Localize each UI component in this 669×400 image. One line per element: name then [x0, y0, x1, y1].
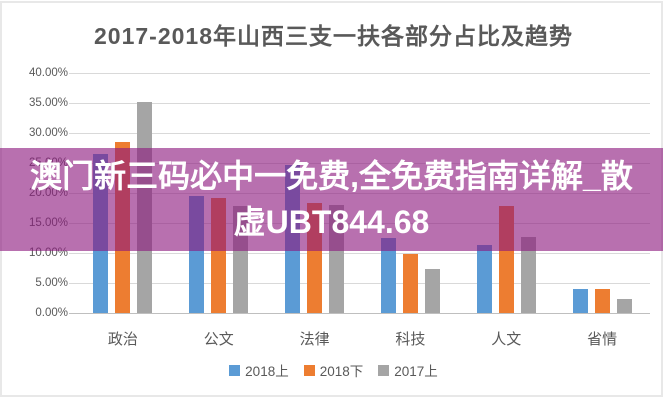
x-tick-label: 法律: [299, 331, 330, 348]
y-tick-label: 0.00%: [35, 307, 68, 319]
legend-swatch-icon: [378, 364, 390, 376]
ad-banner-line1: 澳门新三码必中一免费,全免费指南详解_散: [30, 158, 633, 195]
x-tick-label: 政治: [107, 331, 138, 348]
y-tick-label: 35.00%: [28, 97, 68, 109]
bar-group: [572, 289, 632, 313]
x-tick-label: 科技: [395, 331, 426, 348]
legend-item-2018下[interactable]: 2018下: [303, 360, 364, 380]
gridline: [69, 283, 650, 284]
legend-swatch-icon: [229, 364, 241, 376]
bar-2018上: [572, 289, 588, 313]
ad-banner-line2: 虚UBT844.68: [233, 203, 430, 240]
bar-2018下: [402, 254, 418, 313]
ad-banner-overlay[interactable]: 澳门新三码必中一免费,全免费指南详解_散 虚UBT844.68: [0, 148, 663, 251]
gridline: [69, 103, 650, 104]
x-tick-label: 省情: [587, 331, 618, 348]
legend-label: 2018下: [319, 364, 364, 379]
bar-2018上: [380, 238, 396, 313]
legend-label: 2018上: [245, 364, 289, 379]
x-axis-line: [69, 313, 650, 314]
bar-2018上: [476, 244, 492, 313]
legend-swatch-icon: [303, 364, 315, 376]
chart-legend: 2018上 2018下 2017上: [2, 360, 665, 380]
chart-title: 2017-2018年山西三支一扶各部分占比及趋势: [94, 23, 573, 49]
gridline: [69, 133, 650, 134]
legend-label: 2017上: [394, 364, 438, 379]
gridline: [69, 253, 650, 254]
legend-item-2018上[interactable]: 2018上: [229, 360, 289, 380]
y-tick-label: 40.00%: [28, 67, 68, 79]
x-tick-label: 人文: [491, 331, 522, 348]
bar-2017上: [616, 299, 632, 313]
y-tick-label: 5.00%: [35, 277, 68, 289]
x-tick-label: 公文: [203, 331, 234, 348]
gridline: [69, 73, 650, 74]
bar-group: [380, 238, 440, 313]
bar-2017上: [424, 269, 440, 313]
ad-banner-text: 澳门新三码必中一免费,全免费指南详解_散 虚UBT844.68: [0, 154, 663, 245]
y-tick-label: 30.00%: [28, 127, 68, 139]
bar-2018下: [594, 289, 610, 313]
legend-item-2017上[interactable]: 2017上: [378, 360, 438, 380]
bar-2017上: [520, 237, 536, 313]
